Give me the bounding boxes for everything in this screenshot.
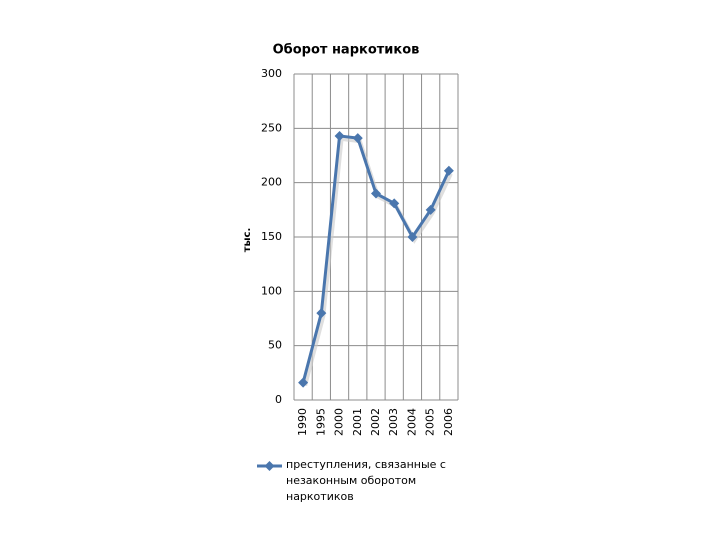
series-marker xyxy=(316,308,327,319)
series-marker xyxy=(371,188,381,199)
y-tick-label: 200 xyxy=(261,176,282,189)
y-axis-label: тыс. xyxy=(242,228,253,253)
series-marker xyxy=(443,165,454,176)
x-tick-label: 2006 xyxy=(442,408,455,436)
y-tick-label: 0 xyxy=(275,393,282,406)
legend-label: преступления, связанные с незаконным обо… xyxy=(286,458,446,503)
y-tick-label: 150 xyxy=(261,230,282,243)
series-marker xyxy=(298,377,309,388)
series-marker xyxy=(425,204,436,215)
series-marker xyxy=(334,130,345,141)
series-marker xyxy=(389,198,400,209)
y-tick-label: 100 xyxy=(261,284,282,297)
x-tick-label: 2000 xyxy=(333,408,346,436)
x-tick-label: 2005 xyxy=(424,408,437,436)
x-tick-label: 2003 xyxy=(387,408,400,436)
y-tick-label: 250 xyxy=(261,121,282,134)
series-marker xyxy=(407,232,418,242)
x-tick-label: 2001 xyxy=(351,408,364,436)
x-tick-label: 1995 xyxy=(314,408,327,436)
chart-title: Оборот наркотиков xyxy=(273,43,420,58)
x-tick-label: 2002 xyxy=(369,408,382,436)
legend-marker xyxy=(264,461,275,471)
legend-entry: преступления, связанные с незаконным обо… xyxy=(286,458,446,503)
y-tick-label: 50 xyxy=(268,339,282,352)
series-marker xyxy=(352,133,363,144)
x-tick-label: 1990 xyxy=(296,408,309,436)
y-tick-label: 300 xyxy=(261,67,282,80)
x-tick-label: 2004 xyxy=(405,408,418,436)
